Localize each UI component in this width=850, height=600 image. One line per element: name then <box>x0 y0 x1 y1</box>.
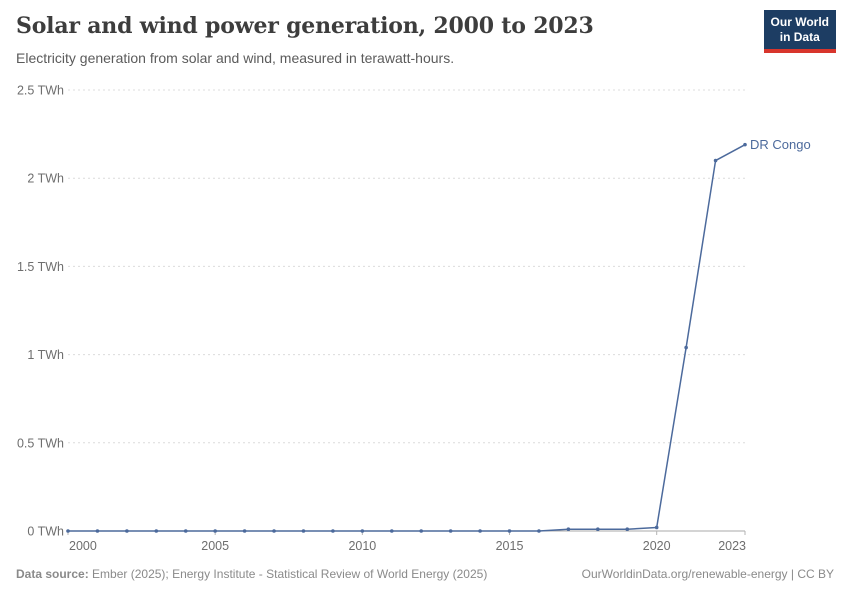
data-point <box>537 529 541 533</box>
y-axis-label: 1 TWh <box>27 348 64 362</box>
data-source-note: Data source: Ember (2025); Energy Instit… <box>16 567 487 581</box>
data-point <box>625 527 630 532</box>
data-point <box>301 529 306 533</box>
data-point <box>713 158 718 163</box>
owid-logo: Our World in Data <box>763 10 836 53</box>
data-point <box>242 529 247 533</box>
y-axis-label: 0 TWh <box>27 525 64 539</box>
y-axis-label: 2 TWh <box>27 172 64 186</box>
data-point <box>389 529 394 533</box>
data-point <box>213 529 217 533</box>
x-axis-label: 2005 <box>201 539 229 553</box>
chart-footer: Data source: Ember (2025); Energy Instit… <box>16 567 834 581</box>
data-point <box>66 529 70 533</box>
x-axis-label: 2000 <box>69 539 97 553</box>
data-point <box>419 529 424 533</box>
license-note: OurWorldinData.org/renewable-energy | CC… <box>581 567 834 581</box>
chart-title: Solar and wind power generation, 2000 to… <box>16 13 594 39</box>
data-point <box>183 529 188 533</box>
data-point <box>654 525 659 530</box>
data-point <box>154 529 159 533</box>
x-axis-label: 2020 <box>643 539 671 553</box>
data-point <box>125 529 129 533</box>
x-axis-label: 2023 <box>718 539 746 553</box>
data-point <box>448 529 453 533</box>
x-axis-label: 2010 <box>348 539 376 553</box>
y-axis-label: 2.5 TWh <box>17 84 64 98</box>
data-point <box>566 527 571 532</box>
logo-line1: Our World <box>770 15 829 29</box>
data-point <box>272 529 276 533</box>
chart-subtitle: Electricity generation from solar and wi… <box>16 50 455 66</box>
data-point <box>507 529 512 533</box>
data-line <box>67 143 746 532</box>
data-point <box>331 529 335 533</box>
data-point <box>95 529 100 533</box>
data-point <box>743 142 747 147</box>
data-point <box>684 345 688 350</box>
y-axis-label: 0.5 TWh <box>17 436 64 450</box>
data-source-text: Ember (2025); Energy Institute - Statist… <box>92 567 488 581</box>
data-point <box>596 527 600 532</box>
data-point <box>360 529 365 533</box>
data-point <box>478 529 482 533</box>
data-source-label: Data source: <box>16 567 89 581</box>
entity-label: DR Congo <box>750 137 811 152</box>
logo-line2: in Data <box>779 30 820 44</box>
x-axis-label: 2015 <box>496 539 524 553</box>
y-axis-label: 1.5 TWh <box>17 260 64 274</box>
